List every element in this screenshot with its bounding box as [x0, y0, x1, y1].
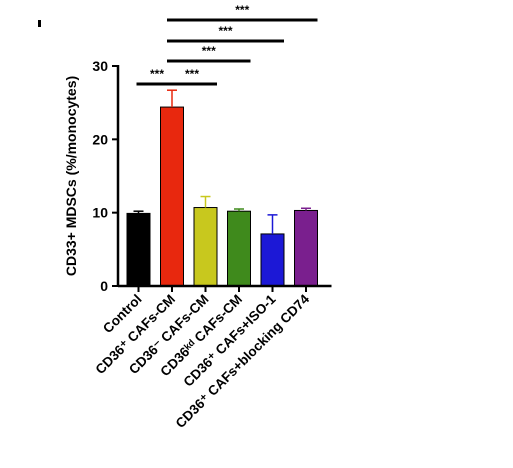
significance-group: *************** — [136, 3, 318, 86]
significance-label: *** — [235, 3, 249, 17]
y-tick-label: 30 — [92, 58, 108, 74]
y-tick-label: 10 — [92, 205, 108, 221]
significance-label: *** — [150, 67, 164, 81]
error-bars-group — [133, 89, 311, 234]
bars-group — [126, 106, 318, 287]
y-tick-label: 20 — [92, 131, 108, 147]
bar — [193, 207, 218, 287]
significance-label: *** — [185, 67, 199, 81]
bar — [294, 209, 318, 287]
bar — [126, 212, 151, 287]
y-tick-label: 0 — [100, 278, 108, 294]
bar — [260, 233, 285, 287]
bar — [227, 210, 251, 287]
panel-mark — [38, 20, 41, 27]
bar — [160, 106, 184, 287]
y-axis-label: CD33+ MDSCs (%/monocytes) — [63, 76, 79, 276]
significance-label: *** — [202, 44, 216, 58]
significance-label: *** — [218, 24, 232, 38]
